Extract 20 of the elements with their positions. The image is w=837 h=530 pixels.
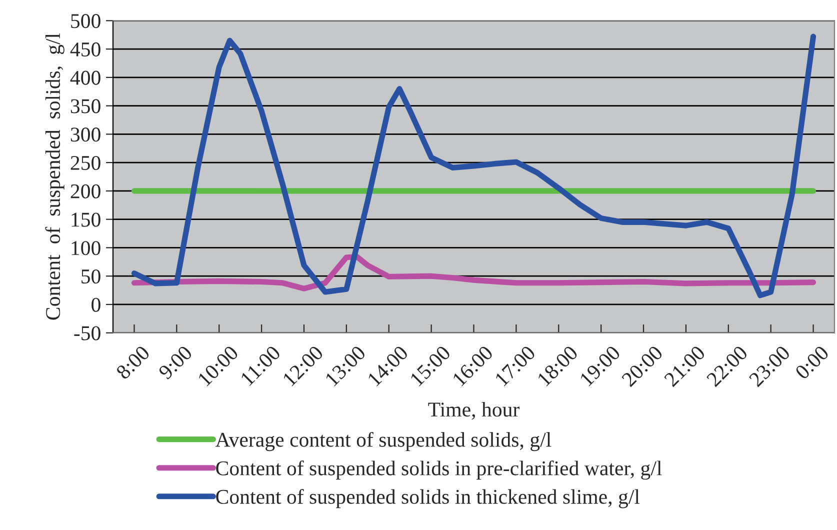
y-tick-label: 50 xyxy=(82,269,100,284)
y-axis-title: Content of suspended solids, g/l xyxy=(45,33,64,320)
y-tick-label: 0 xyxy=(92,298,100,312)
y-tick-label: 350 xyxy=(70,99,100,114)
y-tick-label: 250 xyxy=(70,156,100,170)
y-tick-label: 100 xyxy=(72,241,100,256)
legend-label: Content of suspended solids in pre-clarified water, g/l xyxy=(216,460,662,480)
y-tick-label: 500 xyxy=(71,14,100,28)
y-tick-label: 150 xyxy=(72,212,100,227)
y-tick-label: 450 xyxy=(70,42,100,56)
y-tick-label: 300 xyxy=(70,128,100,142)
x-tick-label: 8:00 xyxy=(115,344,150,380)
y-tick-label: 200 xyxy=(70,184,100,198)
x-axis-title: Time, hour xyxy=(428,402,520,420)
legend-label: Average content of suspended solids, g/l xyxy=(215,432,552,452)
legend-label: Content of suspended solids in thickened slime, g/l xyxy=(216,489,640,508)
x-tick-label: 9:00 xyxy=(158,344,193,380)
x-tick-label: 0:00 xyxy=(794,344,830,380)
y-tick-label: 400 xyxy=(70,70,100,85)
y-tick-label: -50 xyxy=(74,326,100,340)
